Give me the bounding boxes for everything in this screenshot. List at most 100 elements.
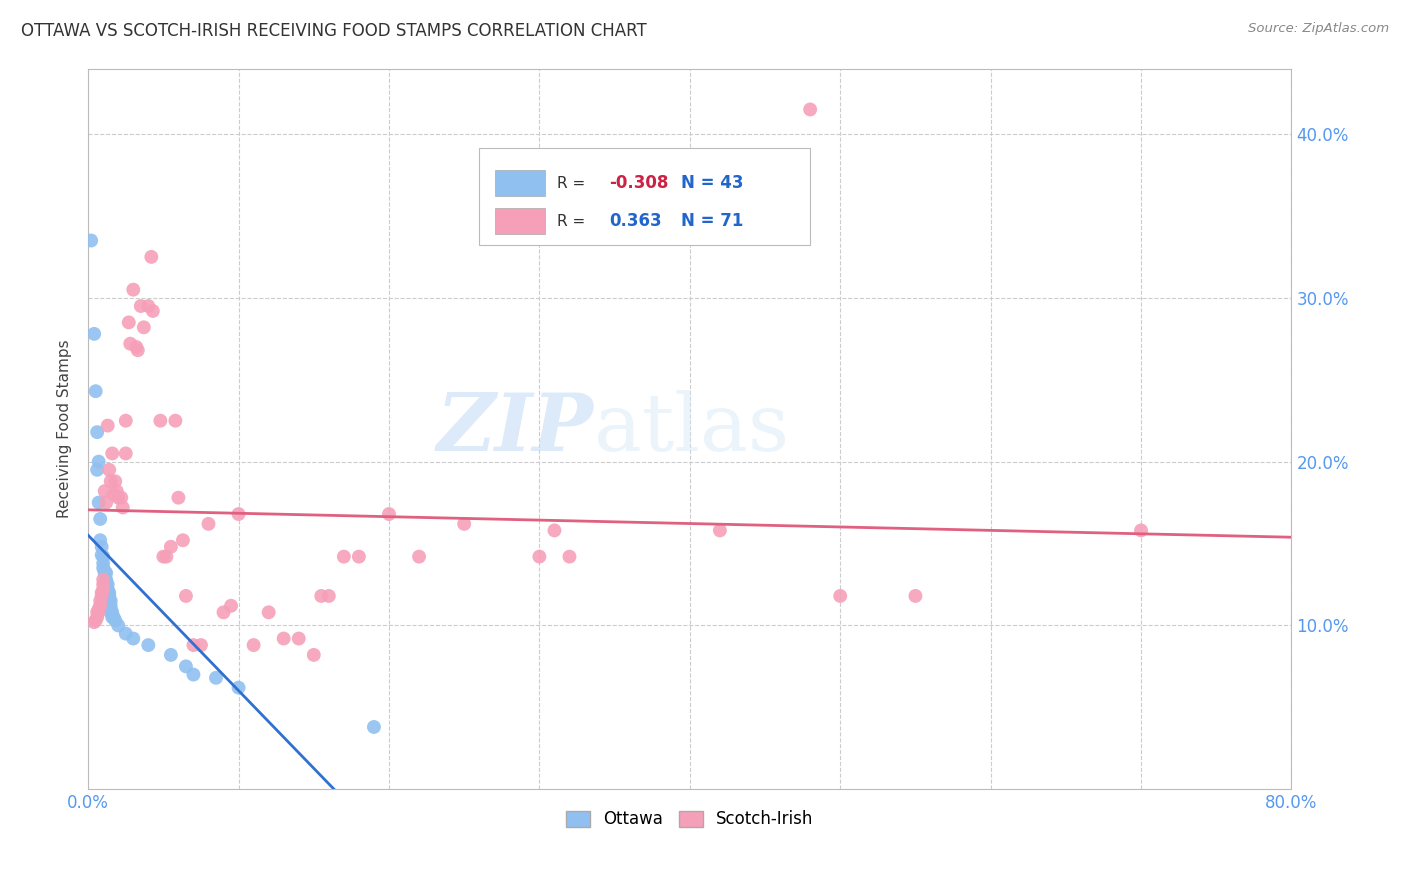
FancyBboxPatch shape — [479, 148, 810, 245]
Point — [101, 610, 124, 624]
Point — [90, 548, 112, 562]
Point — [84, 614, 107, 628]
Point — [100, 475, 122, 489]
Point — [183, 638, 205, 652]
Point — [87, 455, 110, 469]
Point — [97, 577, 120, 591]
Point — [93, 566, 115, 580]
Point — [86, 605, 108, 619]
Point — [118, 315, 141, 329]
Point — [89, 533, 111, 548]
Point — [89, 599, 111, 613]
Point — [91, 561, 114, 575]
Point — [90, 585, 112, 599]
Point — [709, 524, 731, 538]
Point — [205, 671, 228, 685]
Point — [104, 475, 127, 489]
Text: R =: R = — [557, 214, 591, 229]
Point — [242, 638, 264, 652]
Point — [149, 414, 172, 428]
Point — [799, 103, 821, 117]
Point — [318, 589, 340, 603]
Point — [212, 605, 235, 619]
Point — [122, 632, 145, 646]
Text: N = 71: N = 71 — [682, 212, 744, 230]
FancyBboxPatch shape — [495, 170, 546, 196]
Point — [98, 463, 121, 477]
Point — [100, 602, 122, 616]
Point — [830, 589, 852, 603]
Point — [127, 343, 149, 358]
Point — [100, 599, 122, 613]
Point — [197, 516, 219, 531]
Text: -0.308: -0.308 — [609, 174, 669, 192]
Point — [543, 524, 565, 538]
Point — [104, 614, 127, 628]
Point — [84, 384, 107, 399]
Point — [87, 605, 110, 619]
Point — [190, 638, 212, 652]
Point — [114, 626, 136, 640]
Point — [174, 589, 197, 603]
Point — [114, 414, 136, 428]
Point — [101, 605, 124, 619]
Point — [114, 446, 136, 460]
Point — [96, 573, 118, 587]
Point — [219, 599, 242, 613]
Point — [105, 484, 128, 499]
Point — [378, 507, 401, 521]
Point — [100, 605, 122, 619]
Point — [174, 659, 197, 673]
Point — [91, 549, 114, 564]
Point — [107, 618, 129, 632]
Point — [98, 594, 121, 608]
Point — [273, 632, 295, 646]
Point — [83, 615, 105, 629]
Point — [97, 418, 120, 433]
Point — [111, 500, 134, 515]
Point — [453, 516, 475, 531]
Point — [183, 667, 205, 681]
Point — [83, 326, 105, 341]
Point — [125, 340, 148, 354]
Point — [86, 610, 108, 624]
Point — [97, 585, 120, 599]
Point — [558, 549, 581, 564]
Point — [363, 720, 385, 734]
Point — [287, 632, 309, 646]
Point — [333, 549, 356, 564]
Point — [136, 638, 159, 652]
Point — [228, 507, 250, 521]
Point — [904, 589, 927, 603]
Point — [91, 556, 114, 570]
Point — [1130, 524, 1153, 538]
Point — [302, 648, 325, 662]
Point — [110, 491, 132, 505]
Point — [90, 589, 112, 603]
Point — [172, 533, 194, 548]
Point — [228, 681, 250, 695]
Point — [87, 602, 110, 616]
Point — [89, 594, 111, 608]
Point — [103, 610, 125, 624]
Point — [529, 549, 551, 564]
Point — [93, 565, 115, 579]
Point — [96, 566, 118, 580]
Point — [101, 446, 124, 460]
Point — [98, 589, 121, 603]
Point — [120, 336, 142, 351]
Text: R =: R = — [557, 176, 591, 191]
Point — [152, 549, 174, 564]
Point — [80, 234, 103, 248]
Text: N = 43: N = 43 — [682, 174, 744, 192]
Point — [96, 495, 118, 509]
Y-axis label: Receiving Food Stamps: Receiving Food Stamps — [58, 340, 72, 518]
Point — [87, 495, 110, 509]
Point — [155, 549, 177, 564]
Point — [136, 299, 159, 313]
Point — [91, 577, 114, 591]
FancyBboxPatch shape — [495, 209, 546, 235]
Point — [311, 589, 333, 603]
Point — [98, 585, 121, 599]
Point — [122, 283, 145, 297]
